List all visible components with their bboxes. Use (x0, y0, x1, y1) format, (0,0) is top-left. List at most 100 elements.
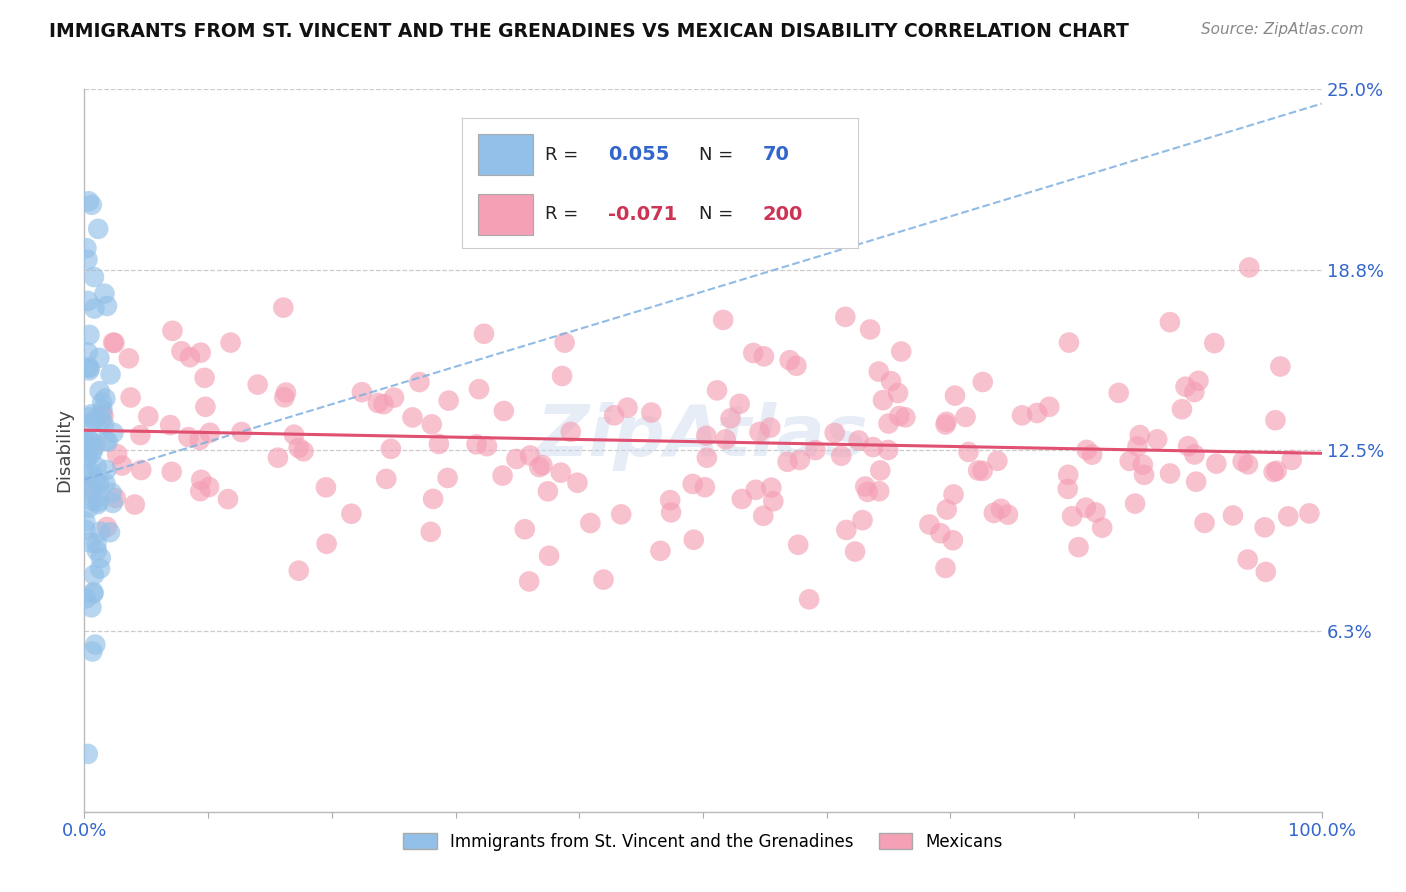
Point (79, 535, 101, 549)
Point (94, 476, 117, 491)
Point (136, 409, 159, 424)
Point (706, 384, 728, 398)
Point (868, 484, 890, 499)
Point (190, 473, 212, 487)
Point (890, 344, 912, 359)
Point (877, 417, 900, 431)
Point (162, 324, 184, 338)
Point (93, 286, 115, 301)
Point (835, 523, 858, 537)
Point (779, 353, 801, 368)
Point (77, 410, 100, 425)
Point (427, 437, 450, 451)
Point (517, 574, 540, 589)
Point (80, 600, 103, 615)
Point (650, 544, 672, 558)
Point (475, 439, 498, 453)
Point (124, 498, 146, 512)
Point (1204, 336, 1226, 351)
Point (537, 484, 560, 499)
Point (98, 525, 121, 540)
Point (83, 301, 105, 316)
Point (86, 543, 108, 558)
Point (188, 433, 211, 447)
Point (1281, 453, 1303, 467)
Point (748, 425, 770, 439)
Point (550, 466, 572, 480)
Point (1108, 385, 1130, 400)
Point (75, 523, 97, 537)
Point (869, 463, 891, 477)
Point (86, 459, 108, 474)
Point (1060, 509, 1083, 524)
Point (89, 384, 111, 398)
Point (1184, 448, 1206, 462)
Point (918, 517, 941, 532)
Point (82, 644, 104, 658)
Point (420, 417, 443, 432)
Point (1132, 458, 1154, 472)
Point (1146, 433, 1168, 447)
Point (714, 433, 737, 447)
Point (1171, 402, 1194, 417)
Point (87, 222, 110, 236)
Point (785, 359, 807, 373)
Point (1177, 439, 1199, 453)
Point (82, 494, 104, 508)
Point (1159, 467, 1181, 481)
Point (830, 449, 852, 463)
Point (1129, 428, 1152, 442)
Point (94, 434, 117, 448)
Point (96, 463, 118, 477)
Point (972, 464, 994, 478)
Point (505, 452, 527, 467)
Y-axis label: Disability: Disability (55, 409, 73, 492)
Point (84, 413, 107, 427)
Point (592, 573, 614, 587)
Point (472, 326, 495, 341)
Point (315, 537, 337, 551)
Point (745, 483, 768, 497)
Point (872, 393, 894, 408)
Point (76, 446, 98, 460)
Point (824, 425, 846, 440)
Point (955, 409, 977, 424)
Point (844, 544, 866, 558)
Point (1264, 413, 1286, 427)
Point (80, 466, 103, 480)
Point (538, 549, 561, 563)
Point (77, 434, 100, 448)
Point (89, 476, 111, 491)
Point (659, 505, 682, 519)
Point (84, 437, 107, 451)
Legend: Immigrants from St. Vincent and the Grenadines, Mexicans: Immigrants from St. Vincent and the Gren… (396, 826, 1010, 857)
Text: Source: ZipAtlas.com: Source: ZipAtlas.com (1201, 22, 1364, 37)
Point (465, 437, 488, 451)
Point (80, 408, 103, 422)
Point (177, 430, 200, 444)
Point (111, 458, 134, 473)
Point (160, 465, 183, 479)
Text: IMMIGRANTS FROM ST. VINCENT AND THE GRENADINES VS MEXICAN DISABILITY CORRELATION: IMMIGRANTS FROM ST. VINCENT AND THE GREN… (49, 22, 1129, 41)
Point (103, 335, 125, 350)
Point (752, 350, 775, 364)
Point (87, 497, 110, 511)
Point (77, 500, 100, 515)
Point (762, 494, 785, 508)
Point (194, 371, 217, 385)
Point (120, 391, 142, 405)
Point (859, 322, 882, 336)
Point (80, 447, 103, 461)
Point (76, 450, 98, 465)
Point (97, 434, 120, 449)
Point (87, 494, 110, 508)
Point (100, 368, 122, 382)
Point (91, 402, 114, 417)
Point (217, 492, 239, 507)
Point (231, 425, 253, 439)
Point (1232, 454, 1254, 468)
Point (77, 467, 100, 482)
Point (997, 508, 1019, 522)
Point (567, 475, 589, 490)
Point (1026, 406, 1049, 420)
